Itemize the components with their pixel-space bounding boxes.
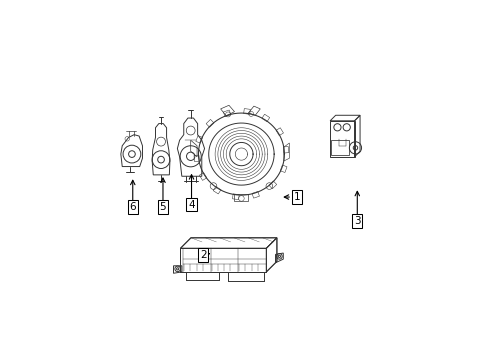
Text: 5: 5 <box>160 202 166 212</box>
Text: 6: 6 <box>129 202 136 212</box>
Polygon shape <box>180 238 277 248</box>
Text: 3: 3 <box>354 216 361 226</box>
Polygon shape <box>267 238 277 272</box>
Polygon shape <box>180 248 267 272</box>
Text: 2: 2 <box>200 250 206 260</box>
Text: 4: 4 <box>188 199 195 210</box>
Text: 1: 1 <box>294 192 300 202</box>
